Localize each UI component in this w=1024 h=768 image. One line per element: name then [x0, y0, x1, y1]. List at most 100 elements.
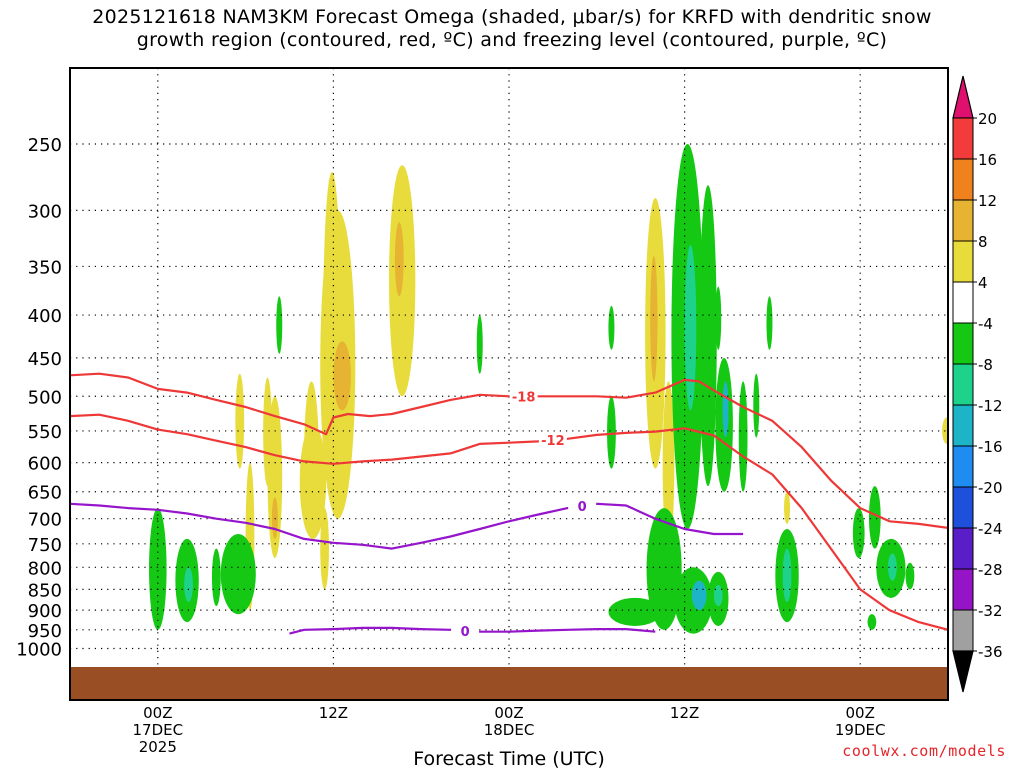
omega-cell-27: [715, 286, 722, 350]
omega-cell-48: [784, 491, 791, 524]
y-tick-label-750: 750: [28, 535, 62, 556]
colorbar-swatch-10: [952, 527, 974, 570]
omega-cell-12: [320, 508, 330, 590]
plot-frame: [69, 67, 949, 701]
y-tick-label-300: 300: [28, 201, 62, 222]
omega-cell-31: [184, 567, 193, 602]
omega-cell-42: [852, 508, 865, 559]
colorbar-label-4: 4: [978, 274, 988, 292]
y-tick-label-850: 850: [28, 580, 62, 601]
omega-cell-23: [607, 396, 616, 469]
omega-cell-1: [394, 222, 404, 297]
colorbar-swatch-3: [952, 240, 974, 283]
colorbar-swatch-1: [952, 158, 974, 201]
colorbar-swatch-0: [952, 117, 974, 160]
x-tick-label-2-1: 18DEC: [484, 721, 535, 739]
contour-label-bg-fzl_low: [451, 622, 480, 638]
y-tick-label-550: 550: [28, 422, 62, 443]
contour-fzl: [70, 502, 744, 550]
omega-cell-9: [267, 396, 283, 559]
y-tick-label-350: 350: [28, 257, 62, 278]
omega-cell-41: [608, 597, 662, 626]
omega-cell-33: [211, 548, 221, 607]
y-tick-label-800: 800: [28, 558, 62, 579]
x-axis-label: Forecast Time (UTC): [413, 748, 604, 768]
credit-link[interactable]: coolwx.com/models: [842, 742, 1006, 760]
x-tick-label-3-0: 12Z: [670, 704, 699, 722]
contour-m12: [70, 413, 948, 631]
x-tick-label-4-1: 19DEC: [835, 721, 886, 739]
colorbar-label-7: -12: [978, 397, 1003, 415]
colorbar-swatch-8: [952, 445, 974, 488]
omega-cell-43: [868, 486, 881, 549]
colorbar-label-13: -36: [978, 643, 1003, 661]
title-line-1: 2025121618 NAM3KM Forecast Omega (shaded…: [92, 6, 932, 28]
colorbar-cap-top: [952, 75, 974, 119]
omega-cell-36: [691, 580, 707, 611]
omega-cell-28: [766, 296, 773, 350]
ground: [70, 667, 948, 700]
omega-cell-17: [684, 245, 697, 411]
omega-cell-6: [304, 381, 319, 529]
y-tick-label-450: 450: [28, 349, 62, 370]
colorbar-label-8: -16: [978, 438, 1003, 456]
colorbar-cap-bottom: [952, 650, 974, 693]
omega-cell-38: [713, 585, 723, 607]
omega-cell-40: [782, 548, 792, 602]
colorbar-swatch-6: [952, 363, 974, 406]
contour-label-fzl: 0: [578, 500, 587, 515]
colorbar-label-10: -24: [978, 520, 1003, 538]
y-tick-label-950: 950: [28, 621, 62, 642]
omega-cell-7: [235, 373, 245, 469]
omega-cell-21: [738, 381, 748, 492]
y-tick-label-900: 900: [28, 601, 62, 622]
chart-title: 2025121618 NAM3KM Forecast Omega (shaded…: [0, 6, 1024, 52]
colorbar-label-9: -20: [978, 479, 1003, 497]
colorbar-label-6: -8: [978, 356, 993, 374]
contour-label-bg-m12: [538, 432, 567, 448]
y-tick-label-600: 600: [28, 454, 62, 475]
title-line-2: growth region (contoured, red, ºC) and f…: [136, 29, 888, 51]
contour-label-m12: -12: [541, 434, 565, 449]
omega-cell-34: [646, 508, 682, 630]
y-tick-label-1000: 1000: [16, 640, 62, 661]
omega-cell-24: [608, 305, 615, 350]
omega-cell-47: [867, 614, 877, 630]
colorbar-swatch-4: [952, 281, 974, 324]
colorbar-label-12: -32: [978, 602, 1003, 620]
contour-label-m18: -18: [512, 390, 536, 405]
omega-cell-18: [699, 185, 717, 487]
y-tick-label-400: 400: [28, 306, 62, 327]
x-tick-label-0-1: 17DEC: [133, 721, 184, 739]
plot-background: [70, 68, 948, 700]
colorbar-swatch-5: [952, 322, 974, 365]
omega-cell-29: [149, 508, 167, 630]
y-tick-label-250: 250: [28, 135, 62, 156]
omega-cell-32: [220, 533, 256, 615]
y-tick-label-700: 700: [28, 510, 62, 531]
colorbar-swatch-11: [952, 568, 974, 611]
colorbar-swatch-9: [952, 486, 974, 529]
colorbar-swatch-2: [952, 199, 974, 242]
omega-cell-26: [276, 296, 283, 354]
omega-cell-22: [753, 373, 760, 438]
omega-cell-14: [650, 255, 658, 382]
colorbar-label-3: 8: [978, 233, 988, 251]
x-tick-label-2-0: 00Z: [494, 704, 523, 722]
colorbar-swatch-12: [952, 609, 974, 652]
x-tick-label-0-0: 00Z: [143, 704, 172, 722]
y-tick-label-500: 500: [28, 387, 62, 408]
y-tick-label-650: 650: [28, 483, 62, 504]
contour-label-bg-m18: [509, 388, 538, 404]
contour-m18: [70, 372, 948, 529]
colorbar-label-5: -4: [978, 315, 993, 333]
contour-label-bg-fzl: [568, 498, 597, 514]
omega-cell-15: [662, 381, 675, 549]
colorbar-label-1: 16: [978, 151, 997, 169]
x-tick-label-0-2: 2025: [139, 738, 177, 756]
omega-cell-49: [942, 417, 948, 444]
omega-cell-45: [888, 553, 897, 581]
omega-cell-25: [476, 315, 483, 374]
colorbar-label-0: 20: [978, 110, 997, 128]
